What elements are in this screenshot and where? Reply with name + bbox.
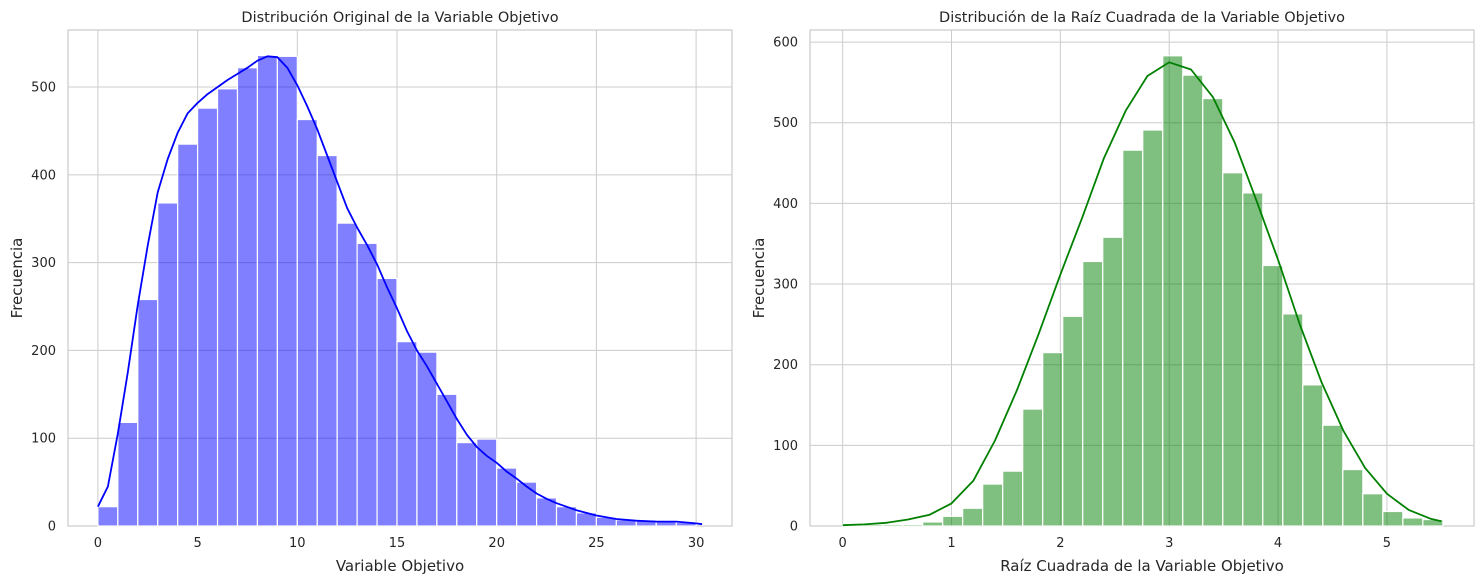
x-tick-label: 4 xyxy=(1274,536,1282,551)
histogram-bar xyxy=(1262,264,1284,527)
subplot-sqrt: 0 1 2 3 4 5 0 100 200 300 400 500 600 Distribución d… xyxy=(750,10,1475,575)
chart-title-original: Distribución Original de la Variable Obj… xyxy=(241,10,558,26)
histogram-bar xyxy=(476,438,498,527)
histogram-bar xyxy=(1002,470,1024,527)
histogram-bar xyxy=(157,202,179,527)
y-tick-label: 300 xyxy=(31,256,56,271)
histogram-bar xyxy=(216,88,239,527)
histogram-bar xyxy=(1222,172,1244,527)
histogram-bar xyxy=(456,442,478,527)
histogram-bar xyxy=(117,421,139,527)
histogram-bar xyxy=(236,67,259,527)
histogram-bar xyxy=(1402,517,1424,527)
y-tick-label: 500 xyxy=(31,81,56,96)
x-axis-label-sqrt: Raíz Cuadrada de la Variable Objetivo xyxy=(1000,557,1284,575)
histogram-bar xyxy=(1082,260,1104,527)
tick-labels-sqrt: 0 1 2 3 4 5 0 100 200 300 400 500 600 xyxy=(773,36,1391,551)
histogram-bar xyxy=(276,55,298,527)
y-tick-label: 0 xyxy=(48,520,56,535)
y-tick-label: 400 xyxy=(773,197,798,212)
histogram-bar xyxy=(356,242,378,527)
histogram-bar xyxy=(97,506,119,527)
x-tick-label: 25 xyxy=(588,536,605,551)
kde-line-original xyxy=(97,55,703,526)
kde-curve xyxy=(97,55,703,526)
histogram-bar xyxy=(1362,493,1384,527)
x-tick-label: 10 xyxy=(289,536,306,551)
histogram-bar xyxy=(1142,129,1164,527)
kde-curve xyxy=(842,61,1442,527)
histogram-bar xyxy=(1042,352,1064,527)
histogram-bar xyxy=(1122,149,1144,527)
x-tick-label: 20 xyxy=(488,536,505,551)
y-axis-label-original: Frecuencia xyxy=(8,238,26,319)
y-axis-label-sqrt: Frecuencia xyxy=(750,238,768,319)
histogram-bar xyxy=(1062,315,1084,527)
histogram-bar xyxy=(316,154,338,527)
histogram-bar xyxy=(1302,384,1324,527)
histogram-bar xyxy=(197,107,219,527)
y-tick-label: 200 xyxy=(773,358,798,373)
histogram-bar xyxy=(962,507,984,527)
x-tick-label: 1 xyxy=(947,536,955,551)
histogram-bar xyxy=(922,521,944,527)
histogram-bar xyxy=(177,143,199,527)
histogram-bar xyxy=(942,515,964,527)
histogram-bar xyxy=(516,481,538,527)
y-tick-label: 200 xyxy=(31,344,56,359)
histogram-bar xyxy=(336,222,358,527)
y-tick-label: 600 xyxy=(773,36,798,51)
y-tick-label: 100 xyxy=(31,432,56,447)
histogram-bar xyxy=(882,523,904,527)
y-tick-label: 100 xyxy=(773,439,798,454)
histogram-bar xyxy=(256,54,278,527)
histogram-bar xyxy=(1342,468,1364,527)
chart-title-sqrt: Distribución de la Raíz Cuadrada de la V… xyxy=(939,10,1345,26)
histogram-bars-original xyxy=(97,54,697,527)
histogram-bar xyxy=(137,298,159,527)
x-tick-label: 5 xyxy=(1383,536,1391,551)
x-axis-label-original: Variable Objetivo xyxy=(336,557,464,575)
histogram-bar xyxy=(296,118,318,527)
x-tick-label: 30 xyxy=(688,536,705,551)
histogram-bar xyxy=(1282,313,1304,527)
histogram-bar xyxy=(1102,236,1124,527)
histogram-bar xyxy=(1162,55,1184,527)
y-tick-label: 300 xyxy=(773,278,798,293)
histogram-bar xyxy=(1322,424,1344,527)
histogram-bar xyxy=(1242,192,1264,527)
histogram-bar xyxy=(902,523,924,527)
histogram-bar xyxy=(1382,510,1404,527)
histogram-bar xyxy=(1182,74,1204,527)
histogram-bar xyxy=(376,277,398,527)
x-tick-label: 3 xyxy=(1165,536,1173,551)
y-tick-label: 500 xyxy=(773,116,798,131)
x-tick-label: 5 xyxy=(193,536,201,551)
kde-line-sqrt xyxy=(842,61,1442,527)
histogram-bar xyxy=(396,341,418,527)
y-tick-label: 400 xyxy=(31,168,56,183)
y-tick-label: 0 xyxy=(790,520,798,535)
histogram-bar xyxy=(1022,408,1044,527)
histogram-bar xyxy=(982,483,1004,527)
x-tick-label: 0 xyxy=(839,536,847,551)
x-tick-label: 0 xyxy=(94,536,102,551)
histogram-bar xyxy=(1202,97,1224,527)
x-tick-label: 2 xyxy=(1056,536,1064,551)
x-tick-label: 15 xyxy=(389,536,406,551)
